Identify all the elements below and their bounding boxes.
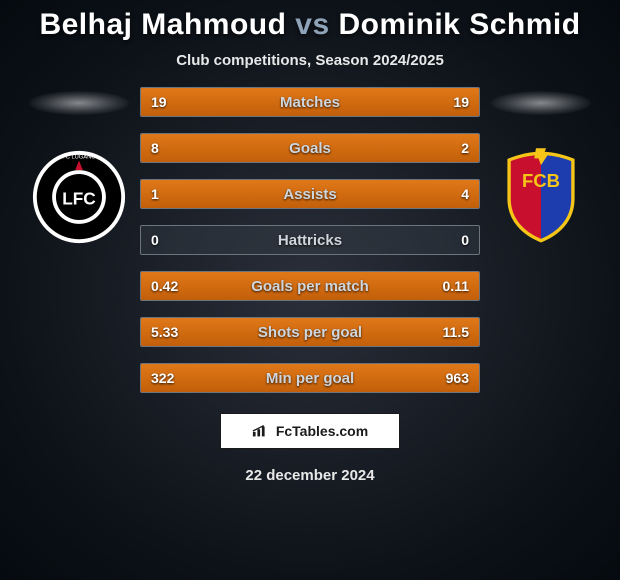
- stat-label: Hattricks: [141, 226, 479, 254]
- player2-shadow: [491, 91, 591, 115]
- stat-label: Assists: [141, 180, 479, 208]
- svg-text:FC LUGANO: FC LUGANO: [62, 155, 96, 161]
- svg-text:LFC: LFC: [62, 189, 96, 209]
- page-title: Belhaj Mahmoud vs Dominik Schmid: [0, 8, 620, 42]
- player1-shadow: [29, 91, 129, 115]
- stat-row: 322963Min per goal: [140, 363, 480, 393]
- stat-label: Shots per goal: [141, 318, 479, 346]
- stat-row: 0.420.11Goals per match: [140, 271, 480, 301]
- vs-label: vs: [295, 8, 329, 41]
- stat-row: 14Assists: [140, 179, 480, 209]
- comparison-card: Belhaj Mahmoud vs Dominik Schmid Club co…: [0, 0, 620, 580]
- club-badge-left: LFC FC LUGANO: [31, 141, 127, 253]
- date-label: 22 december 2024: [0, 467, 620, 484]
- stat-label: Goals: [141, 134, 479, 162]
- svg-text:FCB: FCB: [522, 170, 560, 191]
- stat-row: 82Goals: [140, 133, 480, 163]
- stat-label: Min per goal: [141, 364, 479, 392]
- main-row: LFC FC LUGANO 1919Matches 82Goals 14Assist…: [0, 85, 620, 393]
- stat-row: 00Hattricks: [140, 225, 480, 255]
- left-side: LFC FC LUGANO: [18, 85, 140, 253]
- stat-label: Matches: [141, 88, 479, 116]
- stat-row: 5.3311.5Shots per goal: [140, 317, 480, 347]
- player1-name: Belhaj Mahmoud: [39, 8, 286, 41]
- stat-row: 1919Matches: [140, 87, 480, 117]
- player2-name: Dominik Schmid: [339, 8, 581, 41]
- right-side: FCB: [480, 85, 602, 253]
- club-badge-right: FCB: [493, 141, 589, 253]
- stat-label: Goals per match: [141, 272, 479, 300]
- brand-tag[interactable]: FcTables.com: [220, 413, 400, 449]
- stat-bars: 1919Matches 82Goals 14Assists 00Hattricks 0.…: [140, 87, 480, 393]
- brand-label: FcTables.com: [276, 423, 368, 439]
- subtitle: Club competitions, Season 2024/2025: [0, 52, 620, 69]
- chart-icon: [252, 424, 270, 438]
